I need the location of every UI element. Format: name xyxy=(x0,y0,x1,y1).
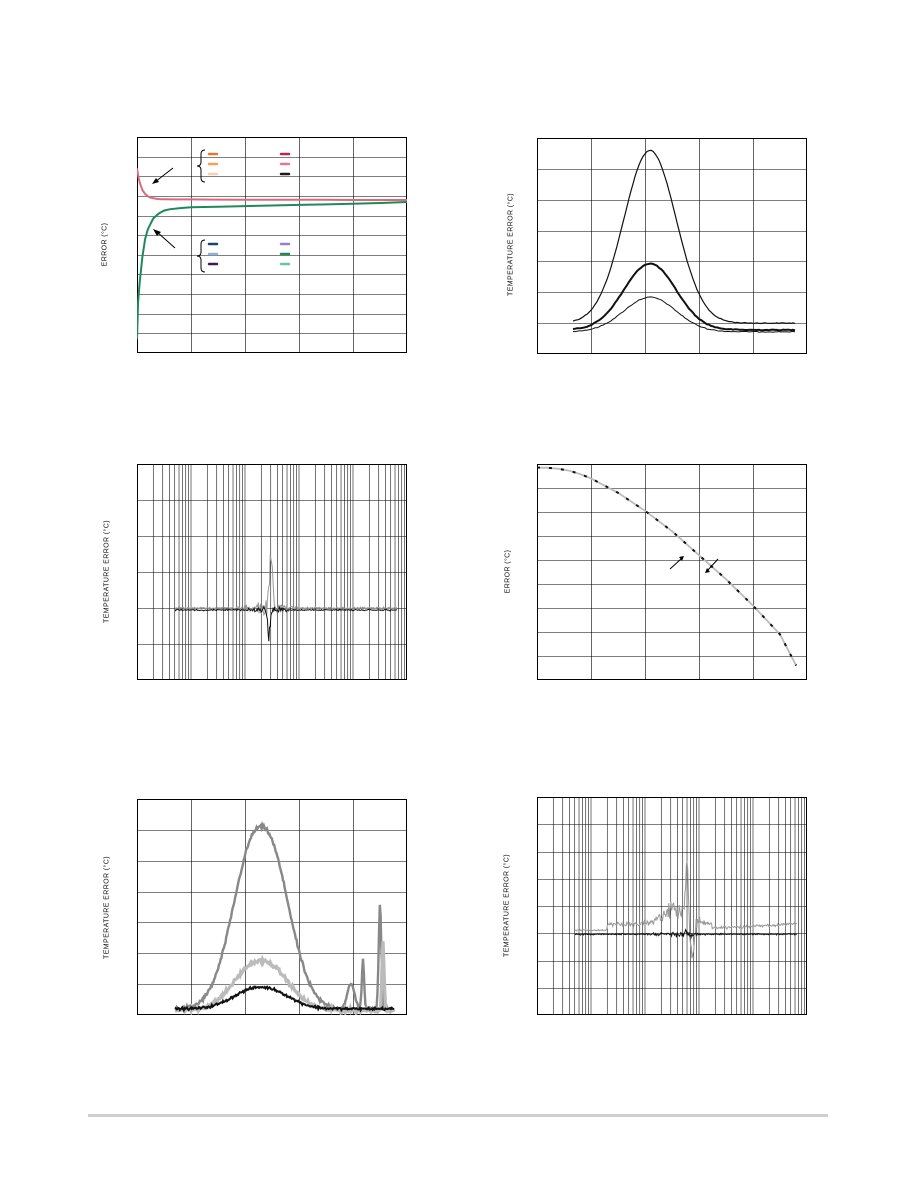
series-line-2 xyxy=(572,262,796,332)
footer-rule xyxy=(88,1114,828,1117)
callout-arrow-right xyxy=(707,558,719,571)
chart2-ylabel: TEMPERATURE ERROR (°C) xyxy=(507,193,515,296)
callout-arrow-top xyxy=(154,167,174,183)
chart6-ylabel: TEMPERATURE ERROR (°C) xyxy=(503,854,511,957)
series-line-2 xyxy=(174,604,398,642)
series-line-3 xyxy=(572,296,796,333)
chart1-error-vs-time xyxy=(137,137,407,353)
chart1-ylabel: ERROR (°C) xyxy=(101,222,109,267)
callout-arrowhead-left xyxy=(679,556,684,561)
chart2-temperature-error-pulse xyxy=(537,138,807,354)
series-line-1 xyxy=(137,168,407,201)
chart3-ylabel: TEMPERATURE ERROR (°C) xyxy=(103,520,111,623)
callout-arrowhead-right xyxy=(705,568,710,573)
series-line-2 xyxy=(537,466,798,667)
plot-frame xyxy=(137,137,407,353)
series-line-2 xyxy=(574,928,798,939)
callout-arrow-left xyxy=(669,558,682,570)
callout-arrow-bottom xyxy=(156,231,176,249)
series-line-1 xyxy=(174,554,398,617)
plot-frame xyxy=(537,138,807,354)
plot-frame xyxy=(137,464,407,680)
chart4-ylabel: ERROR (°C) xyxy=(504,549,512,594)
chart5-ylabel: TEMPERATURE ERROR (°C) xyxy=(103,856,111,959)
series-line-1 xyxy=(574,861,798,959)
callout-arrowhead-bottom xyxy=(153,229,161,236)
series-line-3 xyxy=(174,985,395,1013)
legend-top-brace xyxy=(196,149,206,183)
chart5-temperature-error-multi xyxy=(137,799,407,1015)
plot-frame xyxy=(537,464,807,680)
callout-arrowhead-top xyxy=(152,178,159,184)
series-line-2 xyxy=(137,201,407,340)
series-line-1 xyxy=(174,820,395,1014)
series-line-1 xyxy=(537,466,797,667)
legend-bottom-brace xyxy=(196,239,206,273)
series-line-1 xyxy=(572,149,796,325)
chart3-temperature-error-log xyxy=(137,464,407,680)
plot-frame xyxy=(137,799,407,1015)
chart4-error-linear-decline xyxy=(537,464,807,680)
chart6-temperature-error-log xyxy=(537,797,807,1015)
plot-frame xyxy=(537,797,807,1015)
